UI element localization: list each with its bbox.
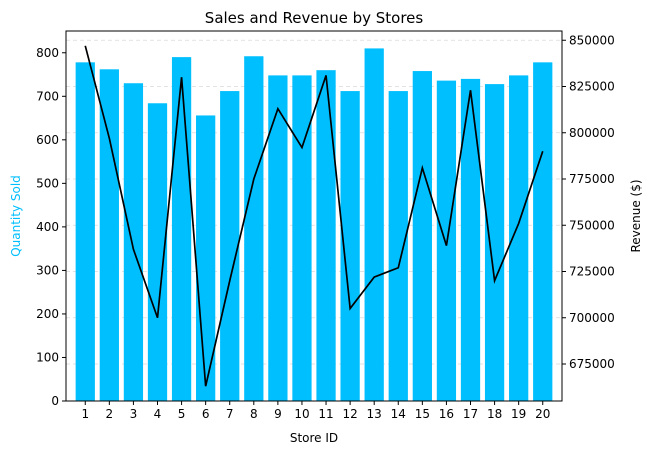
x-tick-label: 13 xyxy=(367,407,382,421)
y-right-tick-label: 825000 xyxy=(569,80,615,94)
x-tick-label: 9 xyxy=(274,407,282,421)
bar xyxy=(244,56,264,401)
y-left-tick-label: 300 xyxy=(36,263,59,277)
y-left-tick-label: 500 xyxy=(36,176,59,190)
x-axis-ticks: 1 2 3 4 5 6 7 8 9 10 11 12 13 14 15 16 17 18 19 20 xyxy=(81,401,550,421)
y-right-tick-label: 675000 xyxy=(569,357,615,371)
y-left-tick-label: 400 xyxy=(36,220,59,234)
x-tick-label: 1 xyxy=(81,407,89,421)
x-tick-label: 10 xyxy=(294,407,309,421)
y-left-tick-label: 700 xyxy=(36,89,59,103)
bar xyxy=(388,91,408,401)
y-right-axis-ticks: 675000 700000 725000 750000 775000 800000 8250… xyxy=(562,33,615,371)
bar xyxy=(292,75,312,402)
y-left-tick-label: 200 xyxy=(36,307,59,321)
x-tick-label: 12 xyxy=(342,407,357,421)
y-right-tick-label: 700000 xyxy=(569,311,615,325)
x-tick-label: 7 xyxy=(226,407,234,421)
bar xyxy=(268,75,288,402)
x-tick-label: 14 xyxy=(391,407,406,421)
x-tick-label: 3 xyxy=(130,407,138,421)
bar xyxy=(340,91,360,401)
plot-frame xyxy=(65,30,563,402)
bar xyxy=(220,91,240,401)
x-tick-label: 16 xyxy=(439,407,454,421)
bar xyxy=(75,62,95,401)
x-tick-label: 5 xyxy=(178,407,186,421)
y-right-tick-label: 725000 xyxy=(569,265,615,279)
chart-title: Sales and Revenue by Stores xyxy=(205,9,424,27)
bar xyxy=(412,71,432,401)
x-tick-label: 17 xyxy=(463,407,478,421)
y-left-tick-label: 100 xyxy=(36,350,59,364)
x-tick-label: 8 xyxy=(250,407,258,421)
bar xyxy=(460,78,481,401)
x-tick-label: 18 xyxy=(487,407,502,421)
bar xyxy=(509,75,529,402)
x-axis-label: Store ID xyxy=(290,431,338,445)
x-tick-label: 20 xyxy=(535,407,550,421)
y-left-tick-label: 800 xyxy=(36,46,59,60)
y-left-axis-ticks: 0 100 200 300 400 500 600 700 800 xyxy=(36,46,66,408)
y-left-tick-label: 0 xyxy=(51,394,59,408)
bar-series xyxy=(75,48,553,402)
y-left-tick-label: 600 xyxy=(36,133,59,147)
bar xyxy=(533,62,553,401)
bar xyxy=(147,103,168,402)
y-left-axis-label: Quantity Sold xyxy=(9,175,23,257)
y-right-tick-label: 750000 xyxy=(569,218,615,232)
bar xyxy=(364,48,384,401)
x-tick-label: 19 xyxy=(511,407,526,421)
bar xyxy=(171,57,192,401)
x-tick-label: 15 xyxy=(415,407,430,421)
bar xyxy=(123,83,144,401)
y-right-tick-label: 850000 xyxy=(569,33,615,47)
y-right-tick-label: 775000 xyxy=(569,172,615,186)
bar xyxy=(484,84,505,401)
x-tick-label: 11 xyxy=(318,407,333,421)
y-right-axis-label: Revenue ($) xyxy=(629,179,643,252)
x-tick-label: 2 xyxy=(106,407,114,421)
bar xyxy=(316,70,336,402)
y-right-tick-label: 800000 xyxy=(569,126,615,140)
revenue-line xyxy=(84,45,544,387)
x-tick-label: 4 xyxy=(154,407,162,421)
bar xyxy=(99,69,119,402)
x-tick-label: 6 xyxy=(202,407,210,421)
